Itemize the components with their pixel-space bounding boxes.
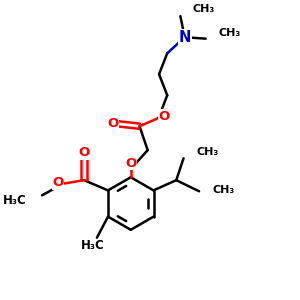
Text: CH₃: CH₃ xyxy=(197,147,219,157)
Text: O: O xyxy=(79,146,90,159)
Text: H₃C: H₃C xyxy=(81,239,104,252)
Text: CH₃: CH₃ xyxy=(193,4,215,14)
Text: O: O xyxy=(125,157,136,170)
Text: CH₃: CH₃ xyxy=(212,185,234,195)
Text: O: O xyxy=(52,176,64,189)
Text: O: O xyxy=(107,117,118,130)
Text: H₃C: H₃C xyxy=(3,194,27,207)
Text: O: O xyxy=(159,110,170,123)
Text: CH₃: CH₃ xyxy=(219,28,241,38)
Text: N: N xyxy=(178,30,191,45)
